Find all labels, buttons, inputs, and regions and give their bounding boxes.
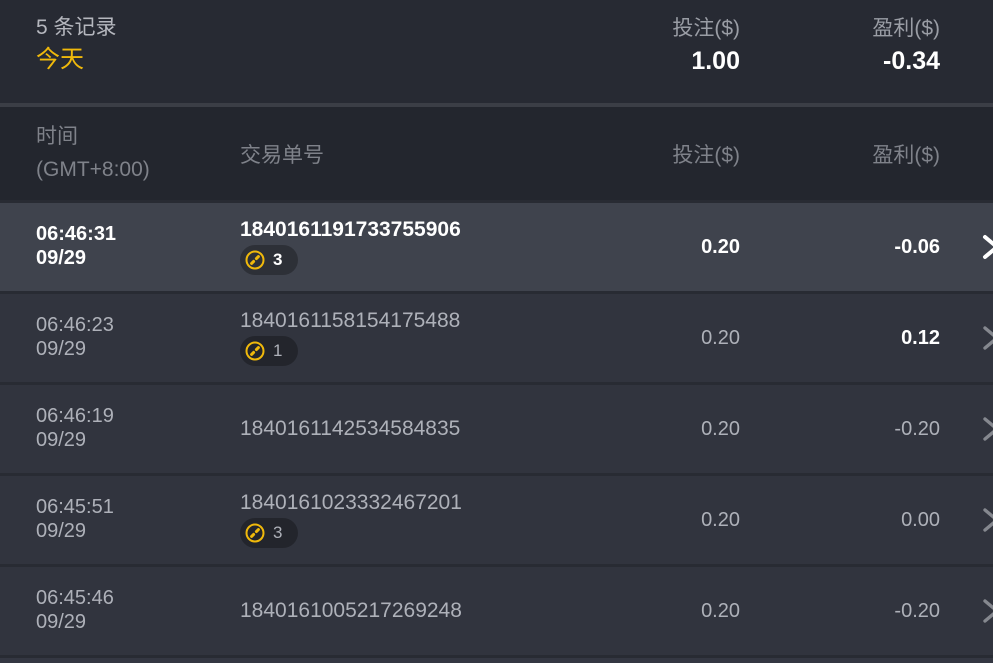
summary-bet-value: 1.00 [691,47,740,76]
period-filter[interactable]: 今天 [36,46,84,74]
trade-count-badge: 3 [240,245,299,276]
table-row[interactable]: 06:46:19 09/29 1840161142534584835 0.20 … [0,385,993,473]
row-time-value: 06:45:51 [36,496,114,519]
row-time: 06:45:46 09/29 [36,587,240,634]
row-bet: 0.20 [701,235,740,258]
column-header-bet: 投注($) [672,143,740,167]
next-row-partial [0,658,993,663]
row-bet: 0.20 [701,326,740,349]
table-row[interactable]: 06:46:23 09/29 1840161158154175488 1 0.2… [0,294,993,382]
row-bet: 0.20 [701,417,740,440]
order-id: 1840161142534584835 [240,417,461,441]
row-chevron-area [940,476,993,564]
chevron-right-icon[interactable] [979,596,993,626]
trade-count: 1 [273,341,283,361]
time-header-line1: 时间 [36,124,78,148]
order-id: 1840161023332467201 [240,490,462,514]
row-time: 06:46:31 09/29 [36,223,240,270]
trade-count-badge: 3 [240,518,299,549]
trade-count-badge: 1 [240,336,299,367]
multi-trade-icon [245,341,265,361]
row-order: 1840161005217269248 [240,598,600,623]
summary-profit: 盈利($) -0.34 [740,0,940,76]
row-chevron-area [940,203,993,291]
row-bet: 0.20 [701,599,740,622]
chevron-right-icon[interactable] [979,232,993,262]
column-header-time: 时间 (GMT+8:00) [36,121,240,186]
row-date-value: 09/29 [36,611,87,633]
chevron-right-icon[interactable] [979,505,993,535]
row-chevron-area [940,385,993,473]
table-row[interactable]: 06:45:51 09/29 1840161023332467201 3 0.2… [0,476,993,564]
chevron-right-icon[interactable] [979,414,993,444]
summary-profit-label: 盈利($) [872,17,940,40]
summary-profit-value: -0.34 [883,47,940,76]
row-order: 1840161191733755906 3 [240,217,600,277]
row-date-value: 09/29 [36,520,87,542]
row-time: 06:46:23 09/29 [36,314,240,361]
row-order: 1840161142534584835 [240,416,600,441]
section-divider [0,103,993,107]
row-chevron-area [940,294,993,382]
chevron-right-icon[interactable] [979,323,993,353]
row-time-value: 06:46:19 [36,405,114,428]
row-time-value: 06:46:23 [36,314,114,337]
row-profit: -0.20 [894,417,940,440]
summary-left: 5 条记录 今天 [36,0,600,76]
row-date-value: 09/29 [36,429,87,451]
row-date-value: 09/29 [36,247,87,269]
summary-bar: 5 条记录 今天 投注($) 1.00 盈利($) -0.34 [0,0,993,103]
row-chevron-area [940,567,993,655]
row-time: 06:45:51 09/29 [36,496,240,543]
multi-trade-icon [245,250,265,270]
row-time-value: 06:46:31 [36,223,117,246]
row-time: 06:46:19 09/29 [36,405,240,452]
order-id: 1840161158154175488 [240,308,461,332]
trade-count: 3 [273,523,283,543]
row-date-value: 09/29 [36,338,87,360]
time-header-line2: (GMT+8:00) [36,157,150,181]
order-id: 1840161191733755906 [240,217,461,241]
summary-bet: 投注($) 1.00 [600,0,740,76]
column-header-profit: 盈利($) [872,143,940,167]
row-order: 1840161023332467201 3 [240,490,600,550]
row-profit: -0.06 [894,235,940,258]
row-bet: 0.20 [701,508,740,531]
row-time-value: 06:45:46 [36,587,114,610]
column-header-order: 交易单号 [240,143,324,167]
row-profit: 0.00 [901,508,940,531]
row-profit: -0.20 [894,599,940,622]
summary-bet-label: 投注($) [672,17,740,40]
row-profit: 0.12 [901,326,940,349]
records-list: 06:46:31 09/29 1840161191733755906 3 0.2… [0,200,993,655]
row-order: 1840161158154175488 1 [240,308,600,368]
table-row[interactable]: 06:46:31 09/29 1840161191733755906 3 0.2… [0,203,993,291]
table-row[interactable]: 06:45:46 09/29 1840161005217269248 0.20 … [0,567,993,655]
order-id: 1840161005217269248 [240,599,462,623]
table-header: 时间 (GMT+8:00) 交易单号 投注($) 盈利($) [0,107,993,200]
records-count: 5 条记录 [36,16,117,39]
trade-count: 3 [273,250,283,270]
multi-trade-icon [245,523,265,543]
